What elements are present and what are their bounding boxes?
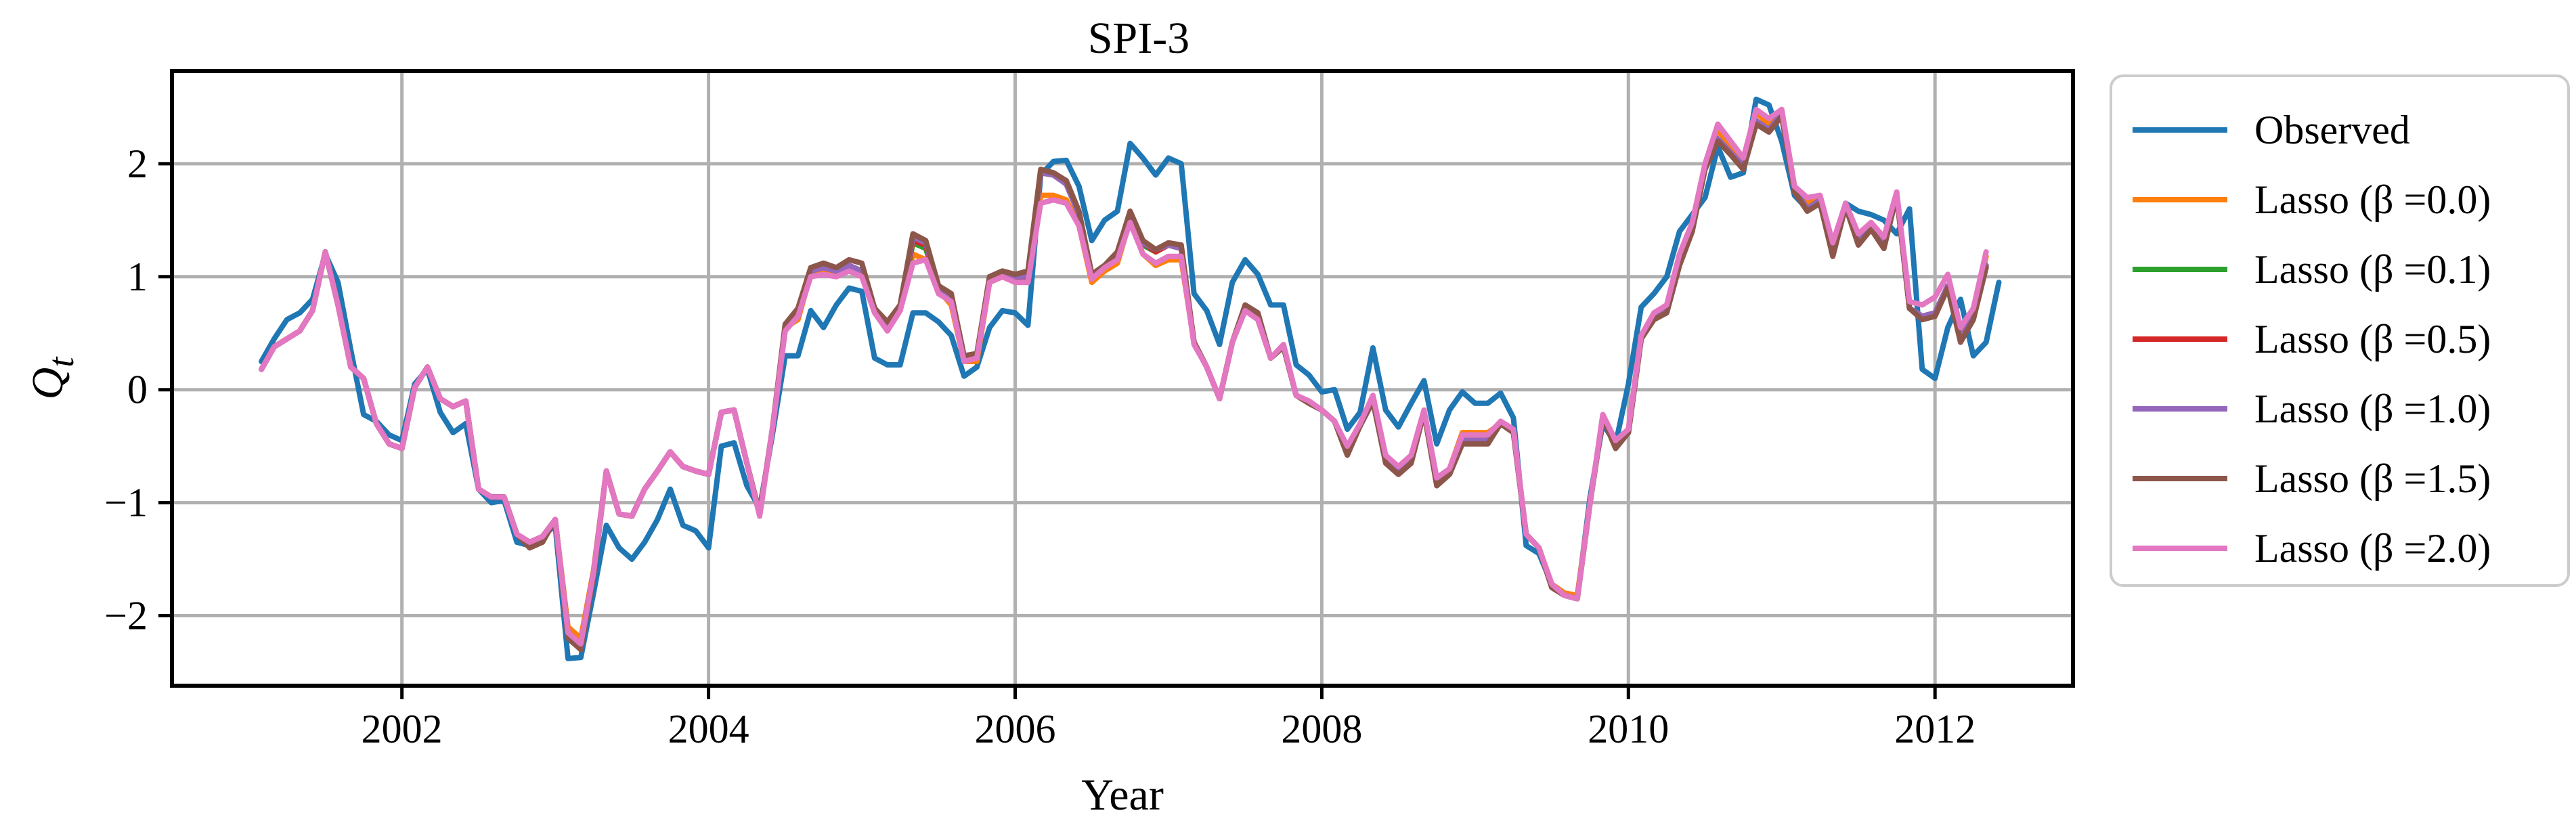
- plot-frame: [170, 69, 2075, 688]
- chart-title: SPI-3: [1088, 14, 1189, 63]
- series-lines: [259, 96, 2002, 661]
- series-line-2: [259, 110, 1989, 647]
- series-line-5: [259, 113, 1989, 653]
- legend-box: [2110, 74, 2570, 587]
- y-tick-label: 1: [127, 255, 148, 299]
- x-tick-label: 2002: [362, 707, 443, 751]
- legend: Observed Lasso (β =0.0) Lasso (β =0.1) Lass…: [2110, 74, 2570, 587]
- x-tick-label: 2008: [1281, 707, 1362, 751]
- y-axis-label-subscript: t: [41, 356, 81, 368]
- legend-label: Lasso (β =2.0): [2254, 526, 2491, 571]
- legend-label: Lasso (β =0.0): [2254, 177, 2491, 222]
- x-tick-label: 2006: [974, 707, 1055, 751]
- x-ticks: 2002 2004 2006 2008 2010 2012: [362, 686, 1975, 751]
- series-line-0: [259, 96, 2002, 661]
- y-tick-label: −1: [104, 481, 148, 525]
- y-tick-label: 2: [127, 141, 148, 186]
- legend-label: Lasso (β =1.5): [2254, 456, 2491, 501]
- y-ticks: −2 −1 0 1 2: [104, 141, 172, 638]
- x-tick-label: 2004: [668, 707, 749, 751]
- y-tick-label: −2: [104, 594, 148, 638]
- series-line-4: [259, 110, 1989, 647]
- x-tick-label: 2010: [1588, 707, 1669, 751]
- y-axis-label: Qt: [23, 356, 81, 400]
- legend-label: Lasso (β =0.1): [2254, 247, 2491, 292]
- x-tick-label: 2012: [1894, 707, 1975, 751]
- y-tick-label: 0: [127, 368, 148, 412]
- legend-label: Lasso (β =0.5): [2254, 317, 2491, 361]
- legend-label: Observed: [2254, 108, 2410, 152]
- legend-label: Lasso (β =1.0): [2254, 387, 2491, 431]
- x-axis-label: Year: [1081, 770, 1164, 820]
- series-line-6: [259, 106, 1989, 647]
- series-line-3: [259, 110, 1989, 647]
